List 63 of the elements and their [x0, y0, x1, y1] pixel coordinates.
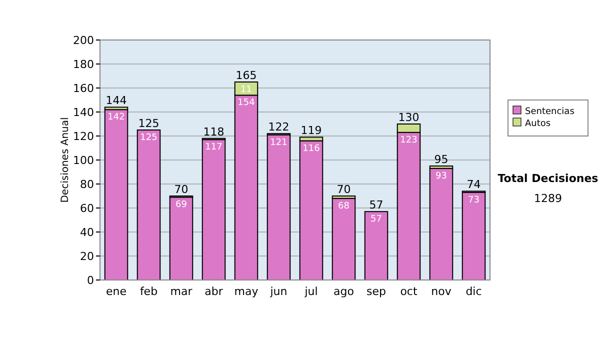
data-label: 154 [238, 98, 256, 108]
data-label: 93 [436, 171, 447, 182]
y-tick-label: 60 [80, 202, 94, 215]
text: 1289 [534, 192, 562, 205]
data-label: 68 [338, 201, 350, 212]
total-label: 125 [138, 117, 160, 130]
total-label: 144 [106, 94, 127, 108]
y-tick-label: 200 [73, 34, 94, 47]
x-tick-label: sep [366, 285, 386, 298]
bar [429, 168, 454, 280]
data-label: 69 [176, 200, 188, 210]
total-label: 165 [236, 69, 257, 82]
x-tick-label: mar [170, 285, 193, 298]
total-label: 119 [300, 124, 322, 138]
y-tick-label: 100 [73, 154, 94, 167]
x-tick-label: abr [204, 285, 224, 298]
bar [266, 134, 291, 280]
bar [136, 130, 161, 280]
total-label: 74 [466, 178, 481, 192]
total-label: 70 [336, 183, 351, 196]
data-label: 125 [140, 133, 158, 143]
bar [202, 139, 226, 280]
data-label: 73 [468, 195, 480, 206]
legend-label: Sentencias [525, 107, 575, 117]
y-tick-label: 120 [73, 130, 94, 143]
x-tick-label: ago [334, 285, 354, 298]
x-tick-label: feb [140, 285, 158, 298]
y-tick-label: 80 [80, 178, 94, 191]
x-tick-label: may [234, 285, 259, 298]
text: Total Decisiones [498, 172, 599, 185]
total-label: 118 [203, 125, 224, 138]
y-tick-label: 40 [80, 226, 94, 239]
x-tick-label: dic [466, 285, 482, 298]
x-tick-label: nov [431, 285, 452, 298]
y-tick-label: 160 [73, 82, 94, 95]
total-label: 130 [398, 111, 420, 124]
x-tick-label: ene [106, 285, 127, 298]
data-label: 11 [240, 85, 252, 95]
bar [332, 198, 356, 280]
bar [462, 192, 486, 280]
data-label: 57 [370, 214, 382, 225]
bar [364, 211, 388, 280]
bar [104, 109, 128, 280]
bar [299, 140, 324, 280]
data-label: 123 [400, 135, 418, 146]
bar [169, 196, 194, 280]
total-label: 57 [369, 198, 384, 212]
total-label: 122 [268, 120, 290, 134]
x-tick-label: oct [400, 285, 418, 298]
y-tick-label: 0 [87, 274, 94, 287]
y-tick-label: 180 [73, 58, 94, 71]
y-tick-label: 140 [73, 106, 94, 119]
x-tick-label: jul [304, 285, 318, 298]
legend-label: Autos [525, 119, 551, 129]
data-label: 142 [108, 112, 125, 123]
y-axis-title: Decisiones Anual [60, 117, 71, 203]
total-label: 95 [434, 153, 448, 166]
total-label: 70 [174, 183, 188, 196]
x-tick-label: jun [269, 285, 288, 298]
y-tick-label: 20 [80, 250, 94, 263]
data-label: 116 [302, 144, 320, 154]
data-label: 121 [270, 138, 288, 148]
data-label: 117 [205, 142, 222, 153]
